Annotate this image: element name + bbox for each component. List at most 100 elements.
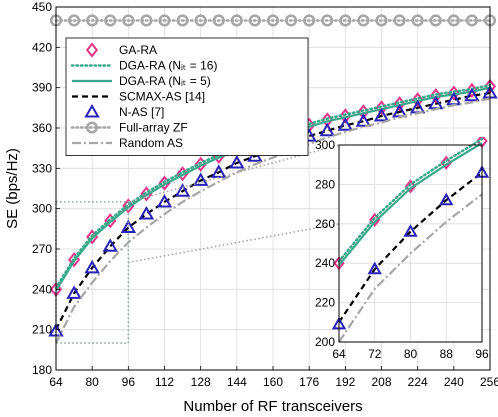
main-data-point bbox=[120, 219, 137, 233]
y-tick-label: 450 bbox=[32, 0, 52, 14]
main-data-point bbox=[319, 122, 335, 137]
inset-ticks: 64 72 80 88 96 200 220 240 260 280 300 bbox=[315, 138, 489, 361]
legend-entry: Full-array ZF bbox=[70, 121, 188, 135]
y-tick-label: 270 bbox=[32, 242, 52, 256]
inset-y-tick-label: 280 bbox=[315, 177, 335, 191]
inset-x-tick-label: 72 bbox=[368, 347, 382, 361]
y-tick-label: 210 bbox=[32, 323, 52, 337]
legend-label: GA-RA bbox=[119, 43, 157, 57]
main-data-point bbox=[464, 87, 480, 102]
inset-x-tick-label: 64 bbox=[332, 347, 346, 361]
main-data-point bbox=[285, 14, 298, 27]
y-tick-label: 360 bbox=[32, 121, 52, 135]
legend-label: Full-array ZF bbox=[119, 121, 188, 135]
main-data-point bbox=[86, 14, 99, 27]
main-data-point bbox=[229, 154, 245, 169]
main-data-point bbox=[321, 14, 334, 27]
legend-entry: N-AS [7] bbox=[84, 103, 164, 119]
main-data-point bbox=[66, 285, 82, 299]
y-tick-label: 330 bbox=[32, 161, 52, 175]
main-data-point bbox=[158, 14, 171, 27]
x-tick-label: 160 bbox=[263, 375, 283, 389]
inset-series-3 bbox=[338, 171, 483, 323]
inset-y-tick-label: 240 bbox=[315, 256, 335, 270]
legend-entry: DGA-RA (Nᵢₜ = 5) bbox=[72, 74, 211, 88]
main-data-point bbox=[122, 14, 135, 27]
main-data-point bbox=[375, 14, 388, 27]
legend-label: Random AS bbox=[119, 136, 183, 150]
y-tick-label: 420 bbox=[32, 40, 52, 54]
main-data-point bbox=[156, 193, 173, 208]
inset-series-line bbox=[338, 193, 483, 343]
main-data-point bbox=[138, 206, 155, 220]
main-data-point bbox=[68, 14, 81, 27]
main-data-point bbox=[248, 14, 261, 27]
inset-series-line bbox=[338, 171, 483, 323]
main-data-point bbox=[447, 14, 460, 27]
inset-zoom-plot: 64 72 80 88 96 200 220 240 260 280 300 bbox=[315, 137, 490, 361]
inset-frame bbox=[338, 144, 483, 343]
inset-series-2 bbox=[338, 142, 483, 266]
y-tick-label: 240 bbox=[32, 282, 52, 296]
zoom-connector bbox=[128, 144, 340, 203]
legend-entry: SCMAX-AS [14] bbox=[72, 90, 205, 104]
inset-y-tick-label: 300 bbox=[315, 138, 335, 152]
x-tick-label: 208 bbox=[371, 375, 391, 389]
inset-series bbox=[331, 137, 490, 343]
legend-entry: Random AS bbox=[72, 136, 183, 150]
inset-series-line bbox=[338, 142, 483, 266]
legend-marker-swatch bbox=[85, 42, 99, 58]
legend-marker-swatch bbox=[85, 121, 99, 134]
main-data-point bbox=[465, 14, 478, 27]
legend: GA-RA DGA-RA (Nᵢₜ = 16)DGA-RA (Nᵢₜ = 5) SC… bbox=[65, 37, 309, 156]
main-data-point bbox=[192, 172, 209, 186]
main-data-point bbox=[357, 14, 370, 27]
x-tick-label: 256 bbox=[480, 375, 498, 389]
main-data-point bbox=[102, 238, 118, 252]
inset-y-tick-label: 220 bbox=[315, 296, 335, 310]
main-data-point bbox=[140, 14, 153, 27]
x-tick-label: 192 bbox=[335, 375, 355, 389]
main-data-point bbox=[194, 14, 207, 27]
inset-data-point bbox=[403, 224, 418, 237]
inset-data-point bbox=[440, 155, 452, 170]
legend-label: DGA-RA (Nᵢₜ = 16) bbox=[119, 59, 217, 73]
main-axis-ticks: 64 80 96 112 128 144 160 176 192 208 224 240 256 180 2… bbox=[32, 0, 498, 389]
zoom-connector bbox=[128, 223, 340, 264]
y-tick-label: 300 bbox=[32, 202, 52, 216]
x-tick-label: 128 bbox=[191, 375, 211, 389]
inset-data-point bbox=[404, 179, 417, 194]
main-data-point bbox=[266, 14, 280, 27]
inset-y-tick-label: 200 bbox=[315, 335, 335, 349]
y-tick-label: 180 bbox=[32, 363, 52, 377]
main-data-point bbox=[303, 14, 316, 27]
inset-data-point bbox=[439, 192, 454, 206]
x-tick-label: 96 bbox=[122, 375, 136, 389]
main-data-point bbox=[429, 14, 442, 27]
main-data-point bbox=[104, 14, 117, 27]
main-data-point bbox=[393, 14, 406, 27]
inset-x-tick-label: 88 bbox=[440, 347, 454, 361]
x-tick-label: 144 bbox=[227, 375, 247, 389]
legend-entry: GA-RA bbox=[85, 42, 157, 58]
main-data-point bbox=[211, 164, 227, 178]
main-data-point bbox=[176, 14, 189, 27]
main-data-point bbox=[174, 183, 191, 197]
legend-entry: DGA-RA (Nᵢₜ = 16) bbox=[70, 59, 217, 73]
main-data-point bbox=[212, 14, 225, 27]
main-data-point bbox=[339, 14, 352, 27]
legend-label: SCMAX-AS [14] bbox=[119, 90, 205, 104]
inset-data-point bbox=[367, 261, 382, 275]
inset-x-tick-label: 80 bbox=[404, 347, 418, 361]
x-axis-label: Number of RF transceivers bbox=[183, 398, 362, 415]
inset-series-6 bbox=[338, 193, 483, 343]
main-data-point bbox=[230, 14, 243, 27]
legend-label: N-AS [7] bbox=[119, 105, 164, 119]
main-data-point bbox=[355, 113, 372, 127]
inset-series-1 bbox=[337, 137, 484, 263]
y-axis-label: SE (bps/Hz) bbox=[4, 148, 21, 229]
inset-x-tick-label: 96 bbox=[475, 347, 489, 361]
legend-marker-swatch bbox=[84, 103, 100, 118]
y-tick-label: 390 bbox=[32, 81, 52, 95]
